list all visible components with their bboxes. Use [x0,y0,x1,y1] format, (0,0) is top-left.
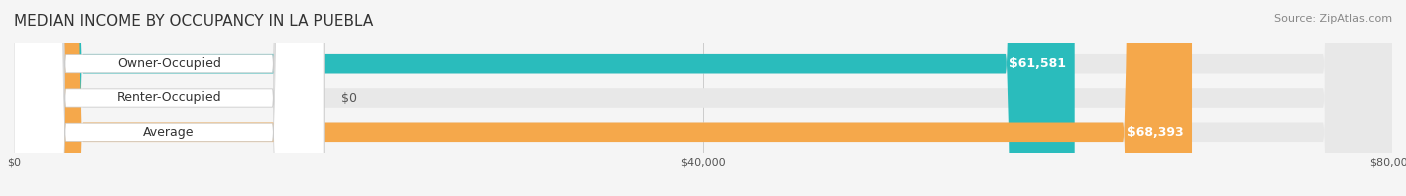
Text: Average: Average [143,126,195,139]
Text: Owner-Occupied: Owner-Occupied [117,57,221,70]
Text: MEDIAN INCOME BY OCCUPANCY IN LA PUEBLA: MEDIAN INCOME BY OCCUPANCY IN LA PUEBLA [14,14,374,29]
FancyBboxPatch shape [14,0,1392,196]
Text: $61,581: $61,581 [1010,57,1066,70]
FancyBboxPatch shape [14,0,1392,196]
FancyBboxPatch shape [14,0,325,196]
Text: $68,393: $68,393 [1126,126,1184,139]
FancyBboxPatch shape [14,0,1192,196]
FancyBboxPatch shape [14,0,325,196]
Text: Renter-Occupied: Renter-Occupied [117,92,221,104]
FancyBboxPatch shape [14,0,1392,196]
Text: $0: $0 [342,92,357,104]
FancyBboxPatch shape [14,0,1074,196]
Text: Source: ZipAtlas.com: Source: ZipAtlas.com [1274,14,1392,24]
FancyBboxPatch shape [14,0,325,196]
